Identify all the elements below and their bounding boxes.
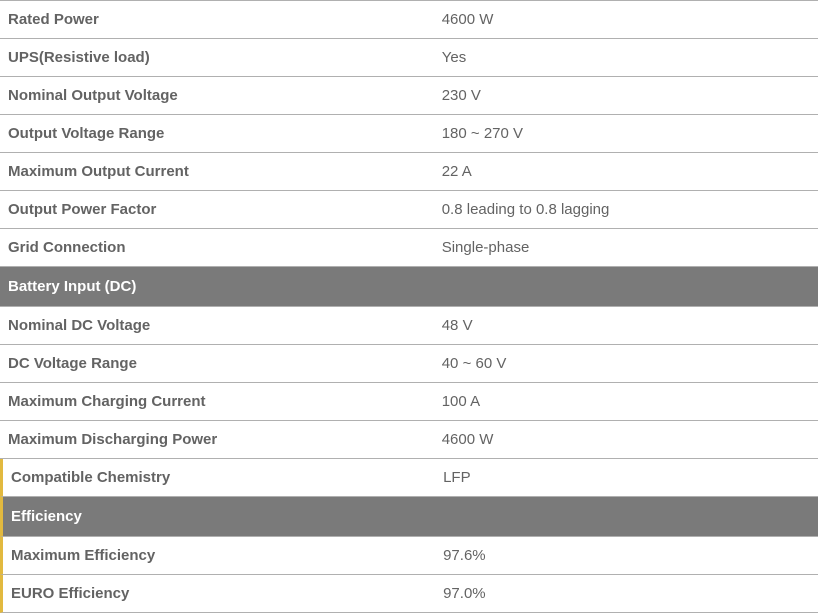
spec-row: Nominal DC Voltage48 V xyxy=(0,306,818,345)
spec-label: Compatible Chemistry xyxy=(3,459,443,496)
spec-label: Grid Connection xyxy=(0,229,442,266)
spec-row: Maximum Output Current22 A xyxy=(0,153,818,191)
spec-label: Rated Power xyxy=(0,1,442,38)
spec-value: Single-phase xyxy=(442,229,818,266)
spec-row: Maximum Efficiency97.6% xyxy=(0,536,818,575)
spec-value: LFP xyxy=(443,459,818,496)
spec-row: Nominal Output Voltage230 V xyxy=(0,77,818,115)
spec-value: 97.0% xyxy=(443,575,818,612)
spec-value: 40 ~ 60 V xyxy=(442,345,818,382)
spec-value: 230 V xyxy=(442,77,818,114)
spec-label: UPS(Resistive load) xyxy=(0,39,442,76)
spec-row: Maximum Charging Current100 A xyxy=(0,383,818,421)
section-header: Efficiency xyxy=(0,497,818,536)
spec-label: EURO Efficiency xyxy=(3,575,443,612)
spec-value: 22 A xyxy=(442,153,818,190)
spec-label: Maximum Discharging Power xyxy=(0,421,442,458)
spec-row: Compatible ChemistryLFP xyxy=(0,459,818,497)
spec-value: 180 ~ 270 V xyxy=(442,115,818,152)
spec-label: DC Voltage Range xyxy=(0,345,442,382)
spec-row: DC Voltage Range40 ~ 60 V xyxy=(0,345,818,383)
spec-value: 97.6% xyxy=(443,537,818,574)
section-header: Battery Input (DC) xyxy=(0,267,818,306)
spec-value: 4600 W xyxy=(442,421,818,458)
spec-value: 100 A xyxy=(442,383,818,420)
spec-label: Maximum Charging Current xyxy=(0,383,442,420)
spec-label: Output Power Factor xyxy=(0,191,442,228)
spec-row: Output Power Factor0.8 leading to 0.8 la… xyxy=(0,191,818,229)
spec-value: 0.8 leading to 0.8 lagging xyxy=(442,191,818,228)
spec-value: 4600 W xyxy=(442,1,818,38)
spec-row: UPS(Resistive load)Yes xyxy=(0,39,818,77)
spec-label: Maximum Efficiency xyxy=(3,537,443,574)
spec-label: Output Voltage Range xyxy=(0,115,442,152)
spec-row: EURO Efficiency97.0% xyxy=(0,575,818,613)
spec-row: Output Voltage Range180 ~ 270 V xyxy=(0,115,818,153)
spec-row: Grid ConnectionSingle-phase xyxy=(0,229,818,267)
spec-row: Maximum Discharging Power4600 W xyxy=(0,421,818,459)
spec-label: Nominal DC Voltage xyxy=(0,307,442,344)
spec-label: Nominal Output Voltage xyxy=(0,77,442,114)
spec-value: Yes xyxy=(442,39,818,76)
spec-row: Rated Power4600 W xyxy=(0,0,818,39)
spec-value: 48 V xyxy=(442,307,818,344)
spec-label: Maximum Output Current xyxy=(0,153,442,190)
spec-table: Rated Power4600 WUPS(Resistive load)YesN… xyxy=(0,0,818,613)
